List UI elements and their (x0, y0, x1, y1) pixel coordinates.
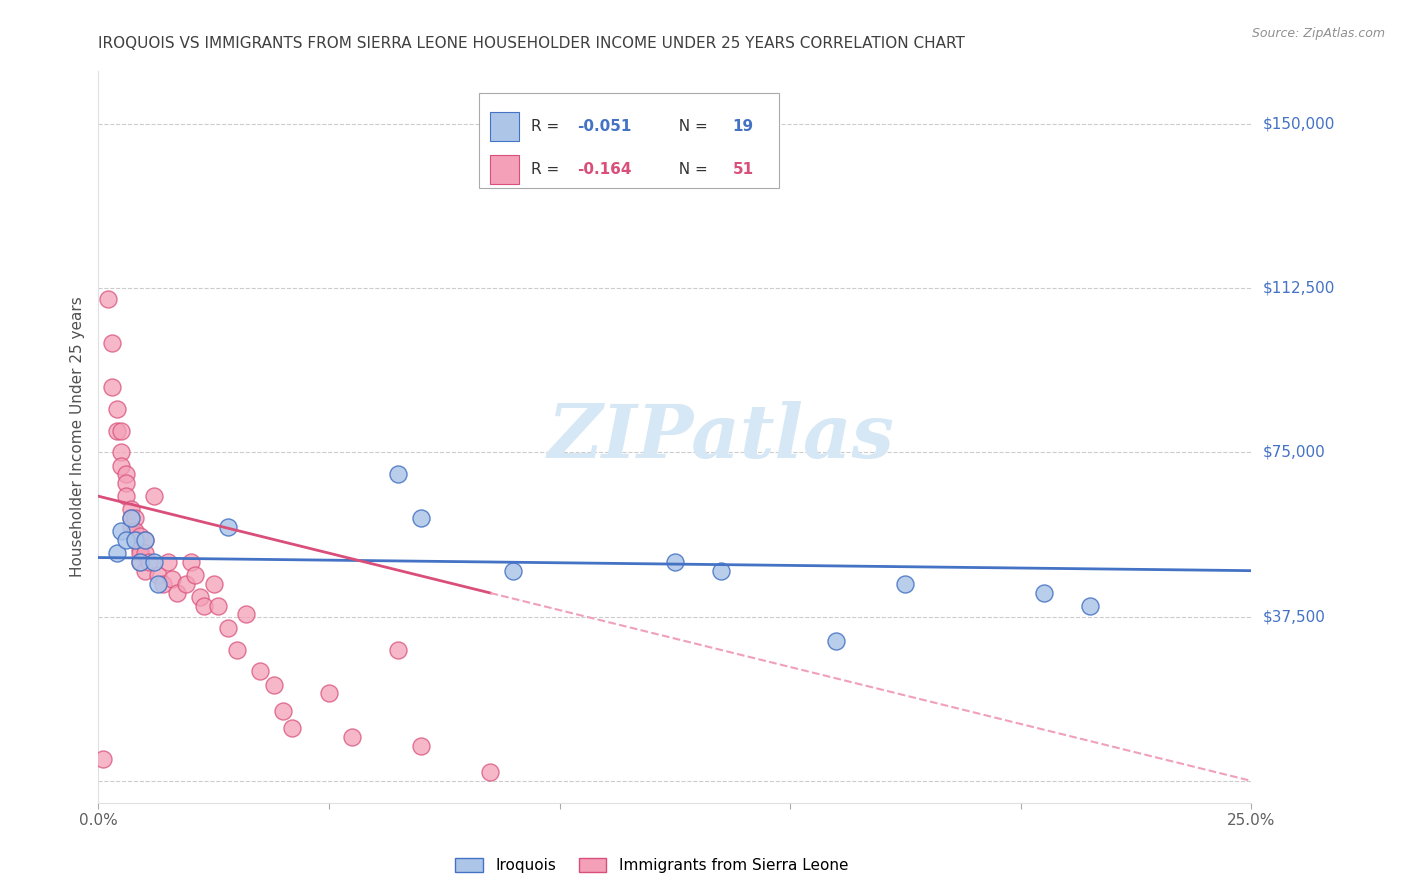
Point (115, 476, 138, 491)
Point (148, 576, 170, 591)
Text: ZIPatlas: ZIPatlas (547, 401, 894, 474)
Point (134, 533, 156, 547)
FancyBboxPatch shape (491, 112, 519, 141)
Point (271, 704, 294, 718)
Point (105, 546, 128, 560)
Point (129, 555, 152, 569)
Point (207, 599, 229, 613)
Point (318, 686, 340, 700)
Point (115, 467, 138, 482)
Point (281, 722, 304, 736)
Point (202, 576, 225, 591)
Point (124, 511, 146, 525)
Text: $37,500: $37,500 (1263, 609, 1326, 624)
Point (148, 568, 170, 582)
Point (110, 445, 132, 459)
Point (710, 564, 733, 578)
Text: R =: R = (531, 120, 564, 134)
Point (249, 665, 271, 679)
Point (120, 520, 142, 534)
Point (193, 599, 215, 613)
Point (101, 335, 124, 350)
Point (134, 533, 156, 547)
Text: -0.164: -0.164 (576, 161, 631, 177)
Text: Source: ZipAtlas.com: Source: ZipAtlas.com (1251, 27, 1385, 40)
Point (156, 555, 179, 569)
Point (120, 511, 142, 525)
Text: $150,000: $150,000 (1263, 117, 1336, 131)
Point (138, 555, 160, 569)
Point (97, 292, 120, 306)
Point (115, 489, 138, 503)
Point (105, 401, 128, 416)
Point (894, 576, 917, 591)
Text: N =: N = (669, 120, 713, 134)
Point (124, 524, 146, 539)
Point (110, 424, 132, 438)
Y-axis label: Householder Income Under 25 years: Householder Income Under 25 years (70, 297, 86, 577)
Text: $75,000: $75,000 (1263, 445, 1326, 460)
Text: 19: 19 (733, 120, 754, 134)
Point (120, 511, 142, 525)
Point (152, 576, 174, 591)
Point (225, 642, 247, 657)
Point (1078, 599, 1101, 613)
Point (129, 528, 152, 542)
Point (124, 533, 146, 547)
Point (110, 524, 132, 539)
Point (825, 633, 848, 648)
Point (340, 730, 363, 744)
FancyBboxPatch shape (491, 154, 519, 184)
Point (235, 607, 257, 622)
Point (105, 424, 128, 438)
Point (387, 642, 409, 657)
Point (184, 568, 207, 582)
Point (217, 621, 239, 635)
Point (188, 590, 211, 604)
Point (91, 752, 114, 766)
Text: $112,500: $112,500 (1263, 281, 1336, 295)
Point (263, 677, 285, 691)
Text: IROQUOIS VS IMMIGRANTS FROM SIERRA LEONE HOUSEHOLDER INCOME UNDER 25 YEARS CORRE: IROQUOIS VS IMMIGRANTS FROM SIERRA LEONE… (98, 36, 966, 51)
Point (664, 555, 686, 569)
Point (129, 555, 152, 569)
Legend: Iroquois, Immigrants from Sierra Leone: Iroquois, Immigrants from Sierra Leone (450, 852, 855, 880)
Point (160, 573, 183, 587)
Point (411, 739, 433, 753)
Text: -0.051: -0.051 (576, 120, 631, 134)
Point (110, 458, 132, 473)
Point (166, 585, 188, 599)
Point (142, 555, 165, 569)
Point (120, 502, 142, 516)
Point (411, 511, 433, 525)
Text: N =: N = (669, 161, 713, 177)
Point (124, 533, 146, 547)
FancyBboxPatch shape (479, 94, 779, 188)
Text: R =: R = (531, 161, 564, 177)
Point (479, 765, 502, 780)
Point (129, 546, 152, 560)
Point (142, 489, 165, 503)
Point (101, 380, 124, 394)
Point (174, 576, 197, 591)
Point (502, 564, 524, 578)
Point (115, 533, 138, 547)
Point (129, 541, 152, 556)
Point (387, 467, 409, 482)
Point (134, 546, 156, 560)
Point (134, 564, 156, 578)
Point (217, 520, 239, 534)
Text: 51: 51 (733, 161, 754, 177)
Point (180, 555, 202, 569)
Point (1032, 585, 1054, 599)
